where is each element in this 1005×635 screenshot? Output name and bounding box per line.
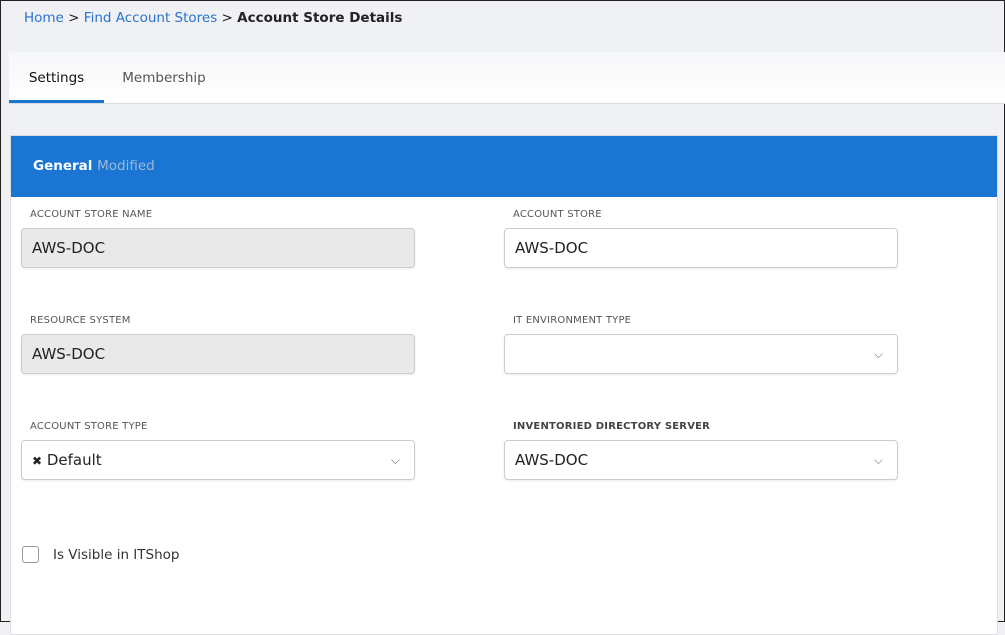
it-environment-type-field: IT ENVIRONMENT TYPE ⌵ <box>504 315 898 374</box>
chevron-down-icon: ⌵ <box>390 453 400 467</box>
checkbox-label: Is Visible in ITShop <box>53 546 180 563</box>
account-store-field: ACCOUNT STORE AWS-DOC <box>504 209 898 268</box>
is-visible-in-itshop-checkbox[interactable]: Is Visible in ITShop <box>22 546 179 563</box>
section-title: General <box>33 158 93 174</box>
account-store-input[interactable]: AWS-DOC <box>504 228 898 268</box>
account-store-type-field: ACCOUNT STORE TYPE ✖ Default ⌵ <box>21 421 415 480</box>
breadcrumb-home[interactable]: Home <box>24 10 64 26</box>
inventoried-directory-server-select[interactable]: AWS-DOC ⌵ <box>504 440 898 480</box>
select-value: Default <box>46 451 102 469</box>
resource-system-field: RESOURCE SYSTEM AWS-DOC <box>21 315 415 374</box>
breadcrumb: Home > Find Account Stores > Account Sto… <box>24 10 402 26</box>
field-label: ACCOUNT STORE <box>513 209 602 220</box>
field-label: INVENTORIED DIRECTORY SERVER <box>513 421 711 432</box>
chevron-down-icon: ⌵ <box>873 347 883 361</box>
chevron-down-icon: ⌵ <box>873 453 883 467</box>
tab-membership[interactable]: Membership <box>122 70 206 86</box>
select-value: AWS-DOC <box>515 451 589 469</box>
breadcrumb-find-account-stores[interactable]: Find Account Stores <box>83 10 218 26</box>
breadcrumb-current: Account Store Details <box>237 10 403 26</box>
tab-bar: Settings Membership <box>9 52 1005 104</box>
it-environment-type-select[interactable]: ⌵ <box>504 334 898 374</box>
field-label: ACCOUNT STORE NAME <box>30 209 153 220</box>
breadcrumb-separator: > <box>221 10 233 26</box>
tab-settings[interactable]: Settings <box>9 52 104 103</box>
modified-status: Modified <box>97 158 155 174</box>
field-label: RESOURCE SYSTEM <box>30 315 131 326</box>
clear-icon[interactable]: ✖ <box>32 454 43 468</box>
account-store-type-select[interactable]: ✖ Default ⌵ <box>21 440 415 480</box>
inventoried-directory-server-field: INVENTORIED DIRECTORY SERVER AWS-DOC ⌵ <box>504 421 898 480</box>
account-store-name-field: ACCOUNT STORE NAME AWS-DOC <box>21 209 415 268</box>
general-card: General Modified ACCOUNT STORE NAME AWS-… <box>10 135 998 635</box>
checkbox-box[interactable] <box>22 546 39 563</box>
breadcrumb-separator: > <box>68 10 80 26</box>
section-header: General Modified <box>11 136 997 197</box>
resource-system-input: AWS-DOC <box>21 334 415 374</box>
field-label: IT ENVIRONMENT TYPE <box>513 315 632 326</box>
field-label: ACCOUNT STORE TYPE <box>30 421 148 432</box>
account-store-name-input: AWS-DOC <box>21 228 415 268</box>
